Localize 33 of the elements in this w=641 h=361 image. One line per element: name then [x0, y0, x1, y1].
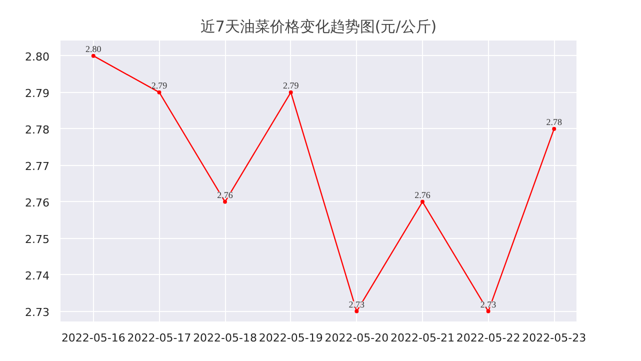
data-label: 2.79	[282, 80, 300, 90]
y-tick-label: 2.77	[25, 160, 50, 173]
x-tick-label: 2022-05-22	[456, 332, 520, 344]
x-tick-label: 2022-05-21	[390, 332, 454, 344]
x-tick-label: 2022-05-16	[61, 332, 126, 344]
point	[420, 200, 424, 204]
point	[157, 90, 162, 94]
y-tick-label: 2.78	[25, 123, 50, 136]
chart-title: 近7天油菜价格变化趋势图(元/公斤)	[200, 18, 437, 36]
x-tick-label: 2022-05-23	[522, 332, 586, 344]
y-tick-label: 2.80	[25, 50, 50, 64]
y-tick-label: 2.74	[25, 269, 50, 282]
data-label: 2.78	[546, 116, 562, 127]
point	[354, 309, 359, 314]
y-tick-label: 2.76	[25, 196, 50, 210]
y-tick-label: 2.79	[25, 86, 50, 100]
data-label: 2.73	[348, 299, 366, 310]
point	[288, 90, 293, 94]
x-tick-label: 2022-05-19	[258, 332, 323, 344]
point	[91, 54, 96, 58]
x-tick-label: 2022-05-18	[193, 332, 258, 344]
y-tick-label: 2.73	[25, 306, 50, 319]
x-tick-label: 2022-05-20	[324, 332, 389, 344]
point	[223, 200, 228, 204]
data-label: 2.73	[480, 299, 497, 310]
data-label: 2.79	[151, 80, 168, 90]
point	[486, 309, 490, 314]
data-label: 2.76	[217, 190, 234, 200]
x-tick-label: 2022-05-17	[127, 332, 192, 344]
point	[552, 126, 556, 131]
data-label: 2.80	[86, 44, 102, 54]
data-label: 2.76	[414, 190, 431, 200]
y-tick-label: 2.75	[25, 232, 50, 246]
